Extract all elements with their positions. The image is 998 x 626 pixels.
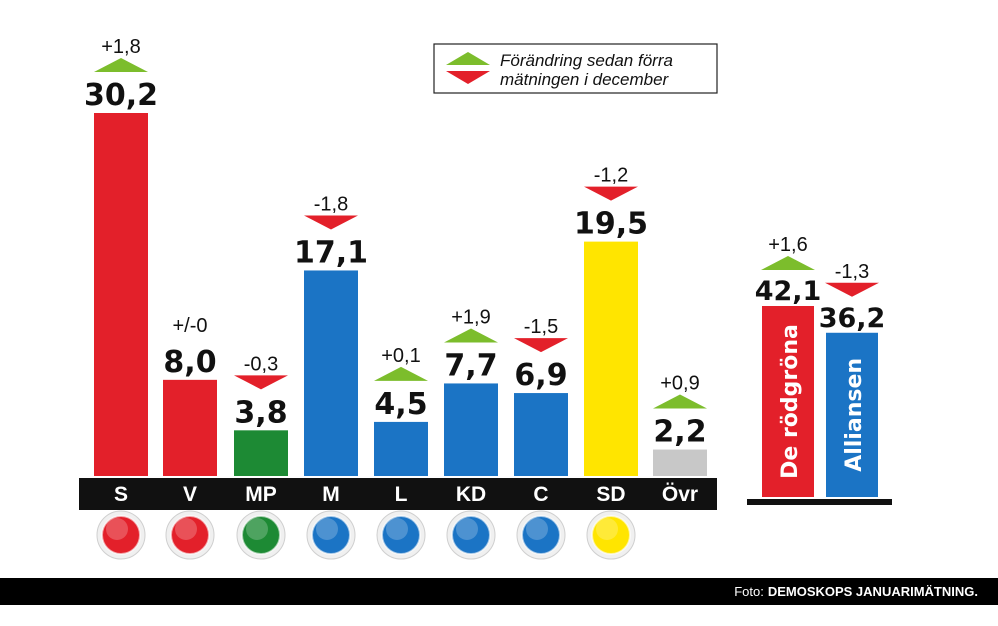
category-label: V xyxy=(183,483,197,506)
down-arrow-icon xyxy=(304,215,358,230)
bar-alliansen xyxy=(826,332,878,497)
bar-mp xyxy=(234,430,288,476)
bloc-baseline xyxy=(747,499,892,505)
value-label: 3,8 xyxy=(234,395,287,430)
category-label: M xyxy=(322,483,340,506)
l-logo-icon xyxy=(376,510,426,560)
category-label: S xyxy=(114,483,128,506)
bloc-bars: 42,1 +1,6 De rödgröna 36,2 -1,3 Alliansen xyxy=(747,234,892,505)
change-label: +1,6 xyxy=(768,234,807,256)
change-label: -1,2 xyxy=(594,165,628,187)
party-bars: 30,2 +1,8 S 8,0 +/-0 V 3,8 -0,3 MP 17,1 -1,8 M 4,5 +0… xyxy=(79,36,717,560)
category-label: L xyxy=(395,483,408,506)
down-arrow-icon xyxy=(514,338,568,353)
v-logo-icon xyxy=(165,510,215,560)
bar-de-rodgrona xyxy=(762,306,814,497)
bar-s xyxy=(94,113,148,476)
bar-c xyxy=(514,393,568,476)
value-label: 8,0 xyxy=(163,345,216,380)
bar-v xyxy=(163,379,217,476)
category-label: Övr xyxy=(662,483,698,506)
bar-övr xyxy=(653,449,707,476)
legend-line-1: Förändring sedan förra xyxy=(500,51,673,70)
bar-sd xyxy=(584,241,638,476)
value-label: 4,5 xyxy=(374,387,427,422)
up-arrow-icon xyxy=(761,256,815,270)
change-label: +1,8 xyxy=(101,36,140,58)
category-label: Alliansen xyxy=(842,358,867,472)
bar-l xyxy=(374,421,428,476)
value-label: 19,5 xyxy=(574,207,648,242)
footer-source: DEMOSKOPS JANUARIMÄTNING. xyxy=(767,584,978,599)
change-label: +0,1 xyxy=(381,345,420,367)
rose-logo-icon xyxy=(96,510,146,560)
m-logo-icon xyxy=(306,510,356,560)
source-footer: Foto: DEMOSKOPS JANUARIMÄTNING. xyxy=(0,578,998,605)
change-label: +/-0 xyxy=(172,315,207,337)
bar-m xyxy=(304,270,358,476)
bar-kd xyxy=(444,383,498,476)
kd-logo-icon xyxy=(446,510,496,560)
up-arrow-icon xyxy=(444,328,498,343)
down-arrow-icon xyxy=(584,186,638,201)
change-label: +1,9 xyxy=(451,306,490,328)
legend-line-2: mätningen i december xyxy=(500,70,670,89)
up-arrow-icon xyxy=(374,366,428,381)
category-label: C xyxy=(533,483,548,506)
up-arrow-icon xyxy=(653,394,707,409)
legend-down-arrow-icon xyxy=(446,71,490,84)
category-label: De rödgröna xyxy=(778,324,803,479)
change-label: -1,3 xyxy=(835,261,869,283)
category-label: KD xyxy=(456,483,486,506)
category-strip xyxy=(79,478,717,510)
flower-logo-icon xyxy=(236,510,286,560)
change-label: -1,8 xyxy=(314,193,348,215)
change-label: +0,9 xyxy=(660,373,699,395)
down-arrow-icon xyxy=(825,282,879,297)
down-arrow-icon xyxy=(234,375,288,390)
anemone-logo-icon xyxy=(586,510,636,560)
legend-up-arrow-icon xyxy=(446,52,490,65)
change-label: -1,5 xyxy=(524,316,558,338)
change-label: -0,3 xyxy=(244,353,278,375)
poll-chart: 30,2 +1,8 S 8,0 +/-0 V 3,8 -0,3 MP 17,1 -1,8 M 4,5 +0… xyxy=(79,36,892,560)
clover-logo-icon xyxy=(516,510,566,560)
footer-prefix: Foto: xyxy=(734,584,764,599)
value-label: 2,2 xyxy=(653,415,706,450)
legend: Förändring sedan förra mätningen i decem… xyxy=(433,43,718,94)
legend-box xyxy=(433,43,718,94)
category-label: SD xyxy=(596,483,625,506)
value-label: 36,2 xyxy=(819,303,886,334)
value-label: 7,7 xyxy=(444,348,497,383)
value-label: 6,9 xyxy=(514,358,567,393)
up-arrow-icon xyxy=(94,58,148,72)
value-label: 30,2 xyxy=(84,78,158,113)
category-label: MP xyxy=(245,483,277,506)
value-label: 17,1 xyxy=(294,235,368,270)
value-label: 42,1 xyxy=(755,276,822,307)
